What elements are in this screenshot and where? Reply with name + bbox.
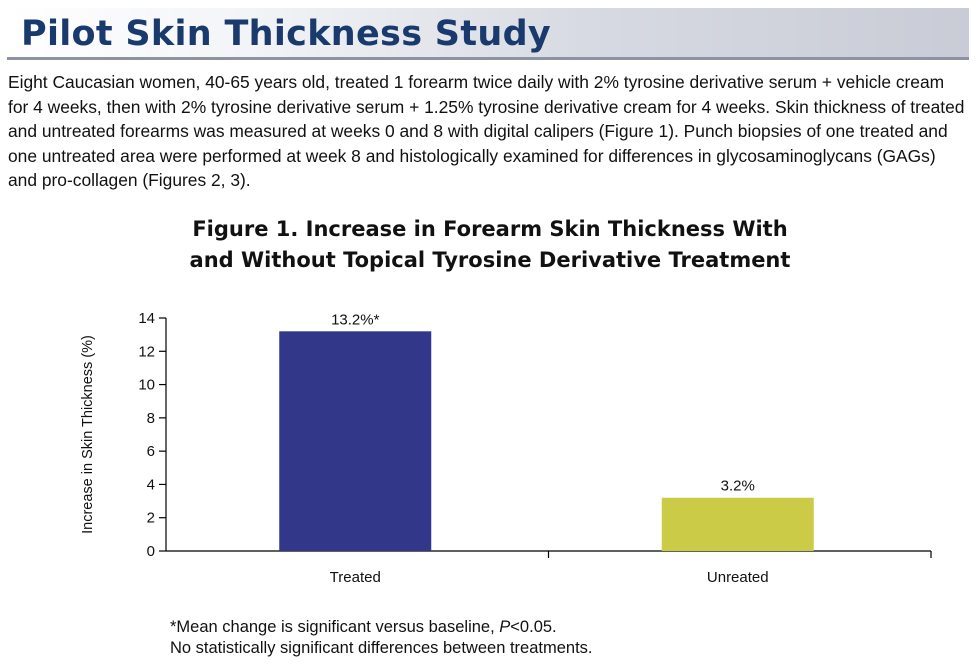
- bar-treated: [279, 331, 432, 551]
- footnote-text-a: *Mean change is significant versus basel…: [170, 618, 500, 636]
- y-tick-label: 6: [147, 443, 155, 460]
- data-label: 3.2%: [721, 478, 755, 495]
- y-tick-label: 4: [147, 476, 155, 493]
- footnote-no-difference: No statistically significant differences…: [170, 639, 593, 657]
- footnote-text-b: <0.05.: [510, 618, 557, 636]
- y-tick-label: 14: [138, 310, 155, 327]
- chart-footnote: *Mean change is significant versus basel…: [170, 617, 592, 659]
- y-tick-label: 10: [138, 377, 155, 394]
- study-description: Eight Caucasian women, 40-65 years old, …: [8, 72, 965, 190]
- bar-unreated: [661, 497, 814, 551]
- page-title: Pilot Skin Thickness Study: [21, 14, 552, 54]
- footnote-p-symbol: P: [499, 618, 511, 636]
- y-tick-label: 0: [147, 543, 155, 560]
- footnote-significance: *Mean change is significant versus basel…: [170, 617, 592, 638]
- x-tick-label: Unreated: [707, 569, 769, 586]
- title-banner: Pilot Skin Thickness Study: [7, 8, 969, 60]
- data-label: 13.2%*: [331, 311, 380, 328]
- y-tick-label: 8: [147, 410, 155, 427]
- figure-title: Figure 1. Increase in Forearm Skin Thick…: [189, 217, 791, 272]
- y-tick-label: 2: [147, 510, 155, 527]
- y-axis-label: Increase in Skin Thickness (%): [80, 335, 96, 534]
- y-tick-label: 12: [138, 343, 155, 360]
- x-tick-label: Treated: [330, 569, 381, 586]
